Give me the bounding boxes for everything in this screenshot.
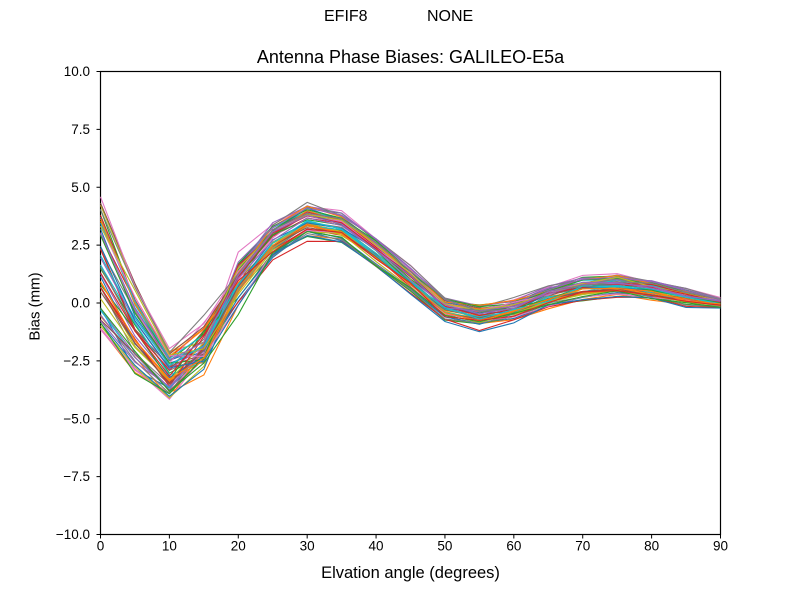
svg-text:2.5: 2.5 [71,238,90,253]
svg-text:20: 20 [231,539,246,554]
svg-text:30: 30 [300,539,315,554]
svg-text:7.5: 7.5 [71,122,90,137]
svg-text:−2.5: −2.5 [63,353,90,368]
svg-text:10: 10 [162,539,177,554]
svg-text:90: 90 [713,539,728,554]
svg-text:80: 80 [644,539,659,554]
svg-text:−5.0: −5.0 [63,411,90,426]
svg-text:50: 50 [437,539,452,554]
svg-text:−7.5: −7.5 [63,469,90,484]
svg-text:−10.0: −10.0 [56,527,90,542]
svg-text:60: 60 [506,539,521,554]
svg-text:0.0: 0.0 [71,296,90,311]
svg-text:5.0: 5.0 [71,180,90,195]
svg-text:70: 70 [575,539,590,554]
svg-text:40: 40 [369,539,384,554]
svg-text:0: 0 [97,539,105,554]
svg-text:10.0: 10.0 [64,64,90,79]
